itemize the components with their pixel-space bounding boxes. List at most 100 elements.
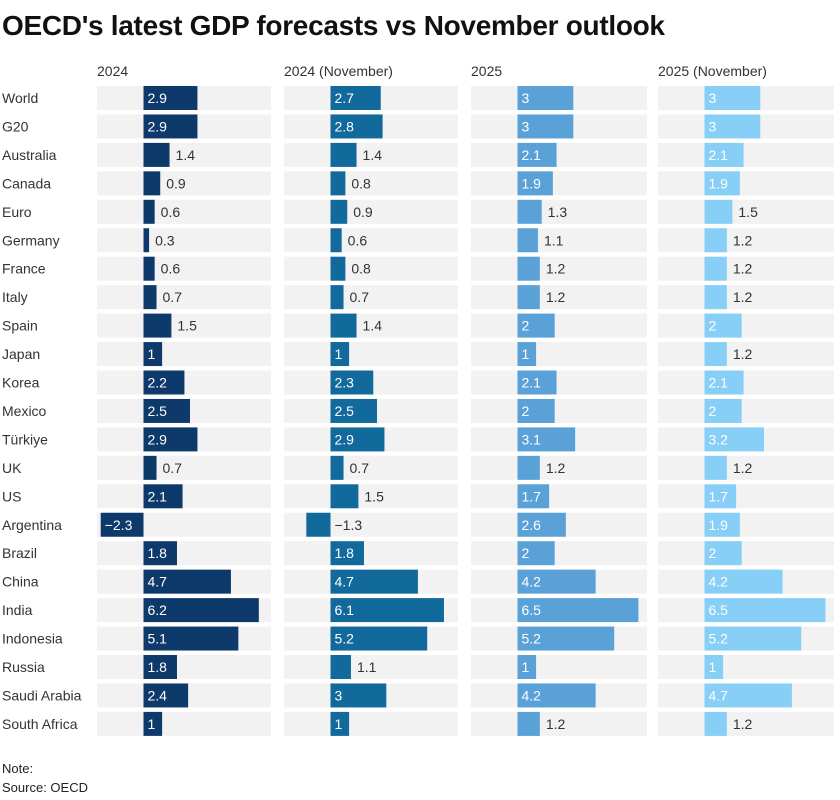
row-band	[97, 142, 271, 167]
bar	[143, 711, 163, 736]
bar	[330, 655, 351, 679]
row-band	[284, 228, 458, 253]
data-label: 5.2	[335, 631, 355, 647]
bar	[330, 370, 374, 395]
row-band	[471, 541, 647, 566]
data-label: 1.7	[522, 488, 542, 504]
bar	[517, 512, 566, 537]
bar	[704, 256, 727, 281]
bar	[517, 484, 550, 509]
bar	[143, 114, 198, 139]
data-label: 1.3	[548, 204, 568, 220]
data-label: 2	[709, 318, 717, 334]
bar	[143, 199, 155, 224]
row-band	[471, 285, 647, 310]
data-label: 1.8	[148, 545, 168, 561]
bar	[517, 142, 557, 167]
data-label: 2.7	[335, 90, 355, 106]
category-label: Russia	[2, 659, 45, 675]
row-band	[658, 342, 834, 367]
bar	[704, 626, 802, 651]
row-band	[284, 655, 458, 679]
bar	[704, 228, 727, 253]
series-header: 2025	[471, 63, 502, 79]
row-band	[284, 199, 458, 224]
data-label: 3	[709, 118, 717, 134]
row-band	[658, 711, 834, 736]
bar	[330, 541, 364, 566]
bar	[517, 313, 555, 338]
bar	[143, 541, 177, 566]
bar	[330, 598, 444, 623]
data-label: 1.9	[522, 175, 542, 191]
data-label: 3	[709, 90, 717, 106]
row-band	[97, 484, 271, 509]
category-label: Italy	[2, 289, 28, 305]
data-label: 2	[709, 545, 717, 561]
data-label: 2.3	[335, 375, 355, 391]
data-label: 1.1	[357, 659, 377, 675]
bar	[517, 455, 540, 480]
data-label: 0.6	[348, 232, 368, 248]
bar	[143, 655, 177, 679]
bar	[330, 228, 342, 253]
category-label: UK	[2, 460, 22, 476]
row-band	[284, 142, 458, 167]
data-label: 4.2	[709, 574, 729, 590]
bar	[704, 370, 744, 395]
row-band	[658, 313, 834, 338]
chart-title: OECD's latest GDP forecasts vs November …	[2, 10, 665, 41]
category-label: Mexico	[2, 403, 47, 419]
bar	[330, 626, 428, 651]
row-band	[471, 455, 647, 480]
data-label: 1.2	[546, 716, 566, 732]
bar	[517, 711, 540, 736]
data-label: 1.9	[709, 517, 729, 533]
bar	[704, 569, 783, 594]
data-label: 1.2	[733, 289, 753, 305]
data-label: 0.8	[351, 261, 371, 277]
row-band	[284, 256, 458, 281]
bar	[143, 285, 157, 310]
bar	[704, 711, 727, 736]
data-label: 1	[335, 716, 343, 732]
bar	[704, 171, 740, 196]
data-label: 2.2	[148, 375, 168, 391]
bar	[517, 541, 555, 566]
category-label: Spain	[2, 318, 38, 334]
bar	[143, 142, 170, 167]
data-label: 1	[148, 716, 156, 732]
bar	[517, 683, 596, 708]
bar	[517, 370, 557, 395]
data-label: 1.2	[733, 460, 753, 476]
bar	[330, 142, 357, 167]
row-band	[658, 228, 834, 253]
data-label: 4.7	[709, 687, 729, 703]
data-label: 1.2	[733, 232, 753, 248]
bar	[517, 598, 639, 623]
bar	[143, 313, 172, 338]
data-label: 4.2	[522, 687, 542, 703]
data-label: 2.5	[335, 403, 355, 419]
data-label: 1.2	[546, 261, 566, 277]
data-label: 1.5	[738, 204, 758, 220]
bar	[330, 455, 344, 480]
source-label: Source: OECD	[2, 780, 88, 795]
category-label: China	[2, 574, 39, 590]
bar	[517, 569, 596, 594]
data-label: 6.5	[709, 602, 729, 618]
data-label: 2.8	[335, 118, 355, 134]
bar	[143, 683, 189, 708]
data-label: 2.1	[709, 375, 729, 391]
data-label: 1.2	[733, 346, 753, 362]
category-label: G20	[2, 118, 29, 134]
category-label: Türkiye	[2, 431, 48, 447]
row-band	[97, 455, 271, 480]
data-label: 1.5	[364, 488, 384, 504]
category-label: Australia	[2, 147, 57, 163]
row-band	[471, 342, 647, 367]
row-band	[658, 655, 834, 679]
data-label: 3	[522, 90, 530, 106]
data-label: 2.5	[148, 403, 168, 419]
row-band	[97, 342, 271, 367]
